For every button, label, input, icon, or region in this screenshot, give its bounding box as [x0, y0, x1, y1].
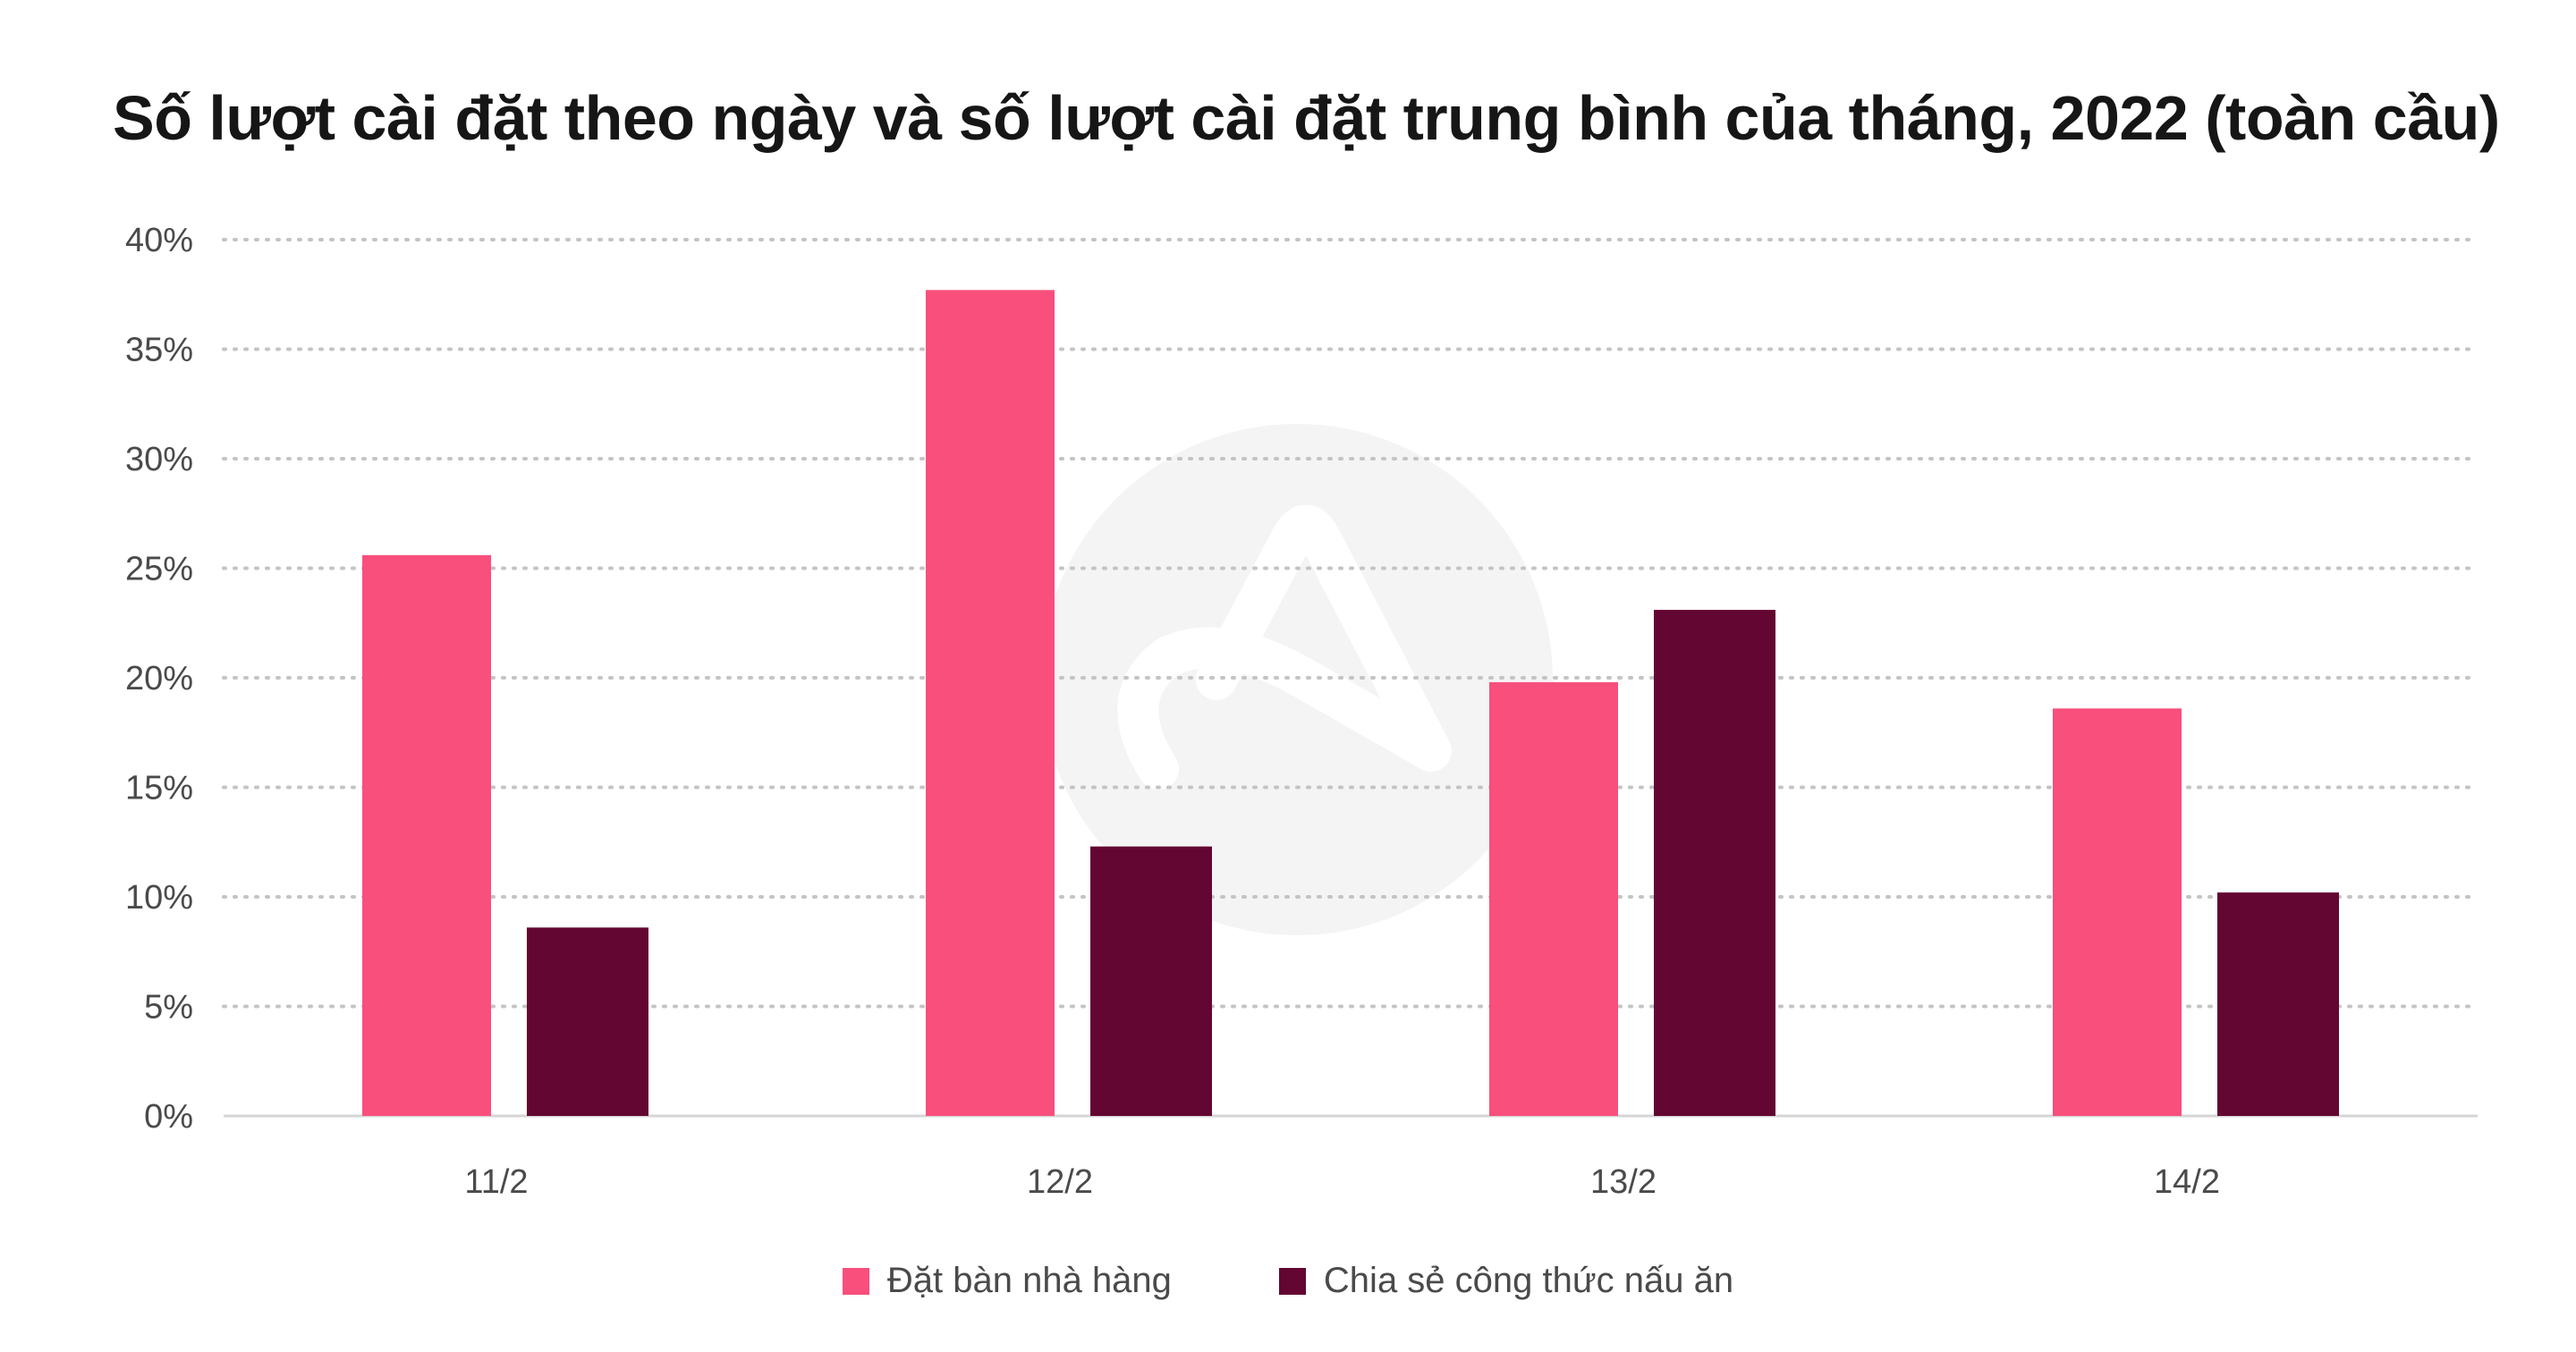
- y-tick-label: 5%: [144, 989, 193, 1027]
- bar-chia-se-cong-thuc-11-2: [527, 927, 648, 1116]
- x-tick-label: 11/2: [464, 1163, 528, 1201]
- x-axis-tick-labels: 11/2 12/2 13/2 14/2: [464, 1163, 2220, 1201]
- legend-item-chia-se-cong-thuc: Chia sẻ công thức nấu ăn: [1278, 1261, 1734, 1301]
- bar-chia-se-cong-thuc-12-2: [1090, 846, 1212, 1116]
- x-tick-label: 14/2: [2154, 1163, 2220, 1201]
- legend-swatch-dat-ban-nha-hang: [842, 1267, 869, 1295]
- legend-label-chia-se-cong-thuc: Chia sẻ công thức nấu ăn: [1323, 1261, 1734, 1300]
- bar-dat-ban-nha-hang-13-2: [1489, 681, 1618, 1116]
- x-tick-label: 12/2: [1027, 1163, 1093, 1201]
- legend-item-dat-ban-nha-hang: Đặt bàn nhà hàng: [842, 1261, 1172, 1301]
- legend-swatch-chia-se-cong-thuc: [1278, 1267, 1306, 1295]
- y-tick-label: 30%: [125, 441, 193, 478]
- chart-title: Số lượt cài đặt theo ngày và số lượt cài…: [113, 83, 2500, 153]
- bar-dat-ban-nha-hang-14-2: [2053, 708, 2182, 1116]
- y-tick-label: 10%: [125, 879, 193, 917]
- y-tick-label: 15%: [125, 770, 193, 807]
- bar-dat-ban-nha-hang-12-2: [926, 290, 1055, 1117]
- legend: Đặt bàn nhà hàng Chia sẻ công thức nấu ă…: [0, 1261, 2576, 1301]
- bar-chia-se-cong-thuc-14-2: [2217, 892, 2339, 1116]
- y-tick-label: 40%: [125, 222, 193, 259]
- bar-dat-ban-nha-hang-11-2: [362, 554, 491, 1116]
- y-tick-label: 35%: [125, 332, 193, 369]
- y-tick-label: 25%: [125, 551, 193, 588]
- y-tick-label: 20%: [125, 660, 193, 697]
- legend-label-dat-ban-nha-hang: Đặt bàn nhà hàng: [886, 1261, 1172, 1300]
- x-tick-label: 13/2: [1590, 1163, 1657, 1201]
- y-axis-tick-labels: 0% 5% 10% 15% 20% 25% 30% 35% 40%: [125, 222, 193, 1136]
- bar-chia-se-cong-thuc-13-2: [1654, 610, 1775, 1116]
- bars: [362, 290, 2339, 1117]
- y-tick-label: 0%: [144, 1098, 193, 1136]
